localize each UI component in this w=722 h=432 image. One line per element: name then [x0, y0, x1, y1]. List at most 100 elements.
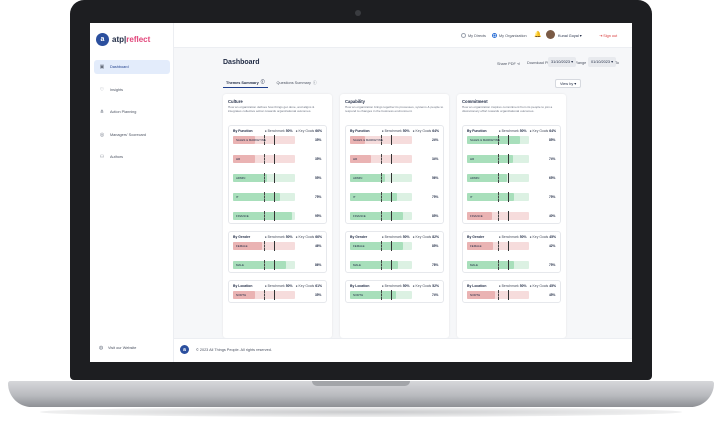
key-goal-marker [274, 260, 275, 270]
bar-value: 65% [549, 176, 556, 180]
breakdown-header: By Gender ● Benchmark 50% ● Key Goals 82% [350, 235, 439, 239]
tab-questions-summary[interactable]: Questions Summary ⓘ [274, 78, 320, 88]
benchmark-marker [264, 211, 265, 221]
bar-fill [233, 155, 255, 163]
score-value: 82% [432, 235, 439, 239]
score-bar-row[interactable]: MALE 78% [350, 260, 439, 270]
benchmark-label: Benchmark [384, 129, 402, 133]
bar-value: 75% [315, 195, 322, 199]
visit-website-link[interactable]: ◍ Visit our Website [98, 345, 137, 351]
benchmark-label: Benchmark [267, 235, 285, 239]
date-from-field[interactable]: 01/10/2023 ▾ [588, 57, 616, 67]
key-goals-legend: ● Key Goals [295, 235, 315, 239]
date-to-field[interactable]: 31/10/2023 ▾ [548, 57, 576, 67]
breakdown-header: By Location ● Benchmark 50% ● Key Goals 45% [467, 284, 556, 288]
theme-title: Culture [228, 99, 243, 104]
sign-out-label: Sign out [603, 34, 618, 38]
bar-label: ADMIN [236, 176, 246, 180]
score-bar-row[interactable]: MALE 86% [233, 260, 322, 270]
score-bar-row[interactable]: SALES & MARKETING 85% [467, 135, 556, 145]
key-goals-legend: ● Key Goals [412, 284, 432, 288]
user-menu[interactable]: Kunal Goyal ▾ [558, 33, 582, 38]
sidebar: a atp|reflect ▣ Dashboard ♡ Insights ⋔ A… [90, 23, 174, 362]
score-bar-row[interactable]: NORTH 74% [350, 290, 439, 300]
benchmark-marker [264, 241, 265, 251]
sign-out-link[interactable]: ⇥ Sign out [599, 33, 617, 38]
download-pdf-label: Download PDF [527, 61, 553, 65]
bell-icon[interactable]: 🔔 [534, 32, 542, 38]
benchmark-label: Benchmark [501, 129, 519, 133]
breakdown-block: By Location ● Benchmark 50% ● Key Goals 52% N… [345, 280, 444, 303]
score-bar-row[interactable]: IT 75% [233, 192, 322, 202]
key-goal-marker [391, 135, 392, 145]
score-bar-row[interactable]: FINANCE 85% [350, 211, 439, 221]
sidebar-item-label: Managers' Scorecard [110, 132, 146, 137]
tab-themes-summary[interactable]: Themes Summary ⓘ [223, 78, 268, 88]
breakdown-name: By Gender [350, 235, 368, 239]
breakdown-header: By Gender ● Benchmark 50% ● Key Goals 45% [467, 235, 556, 239]
breakdown-block: By Function ● Benchmark 50% ● Key Goals 64% S… [345, 125, 444, 224]
my-directs-radio[interactable]: My Directs [461, 33, 486, 38]
benchmark-marker [498, 135, 499, 145]
date-range-label: Date Range [566, 61, 587, 65]
score-value: 45% [549, 235, 556, 239]
score-bar-row[interactable]: FEMALE 42% [467, 241, 556, 251]
score-bar-row[interactable]: FEMALE 85% [350, 241, 439, 251]
score-bar-row[interactable]: NORTH 45% [467, 290, 556, 300]
benchmark-marker [498, 211, 499, 221]
benchmark-value: 50% [519, 284, 527, 288]
my-organization-radio[interactable]: My Organization [492, 33, 527, 38]
benchmark-marker [264, 290, 265, 300]
score-bar-row[interactable]: HR 34% [350, 154, 439, 164]
theme-description: How an organization defines how things g… [228, 105, 315, 113]
bar-label: HR [236, 157, 241, 161]
bar-value: 35% [315, 157, 322, 161]
bar-value: 35% [315, 293, 322, 297]
key-goals-label: Key Goals [532, 284, 549, 288]
bar-label: SALES & MARKETING [470, 138, 501, 142]
score-bar-row[interactable]: SALES & MARKETING 24% [350, 135, 439, 145]
benchmark-label: Benchmark [501, 284, 519, 288]
app-logo[interactable]: a atp|reflect [96, 33, 150, 46]
benchmark-label: Benchmark [501, 235, 519, 239]
scorecard-icon: ◎ [99, 131, 105, 138]
score-bar-row[interactable]: HR 74% [467, 154, 556, 164]
bar-value: 85% [432, 214, 439, 218]
score-bar-row[interactable]: MALE 75% [467, 260, 556, 270]
benchmark-legend: ● Benchmark [498, 129, 519, 133]
share-pdf-button[interactable]: Share PDF ⋖ [497, 61, 520, 66]
bar-fill [233, 136, 255, 144]
score-bar-row[interactable]: NORTH 35% [233, 290, 322, 300]
score-bar-row[interactable]: ADMIN 65% [467, 173, 556, 183]
breakdown-name: By Function [467, 129, 487, 133]
page-title: Dashboard [223, 59, 260, 66]
benchmark-legend: ● Benchmark [381, 284, 402, 288]
key-goals-legend: ● Key Goals [529, 129, 549, 133]
score-bar-row[interactable]: HR 35% [233, 154, 322, 164]
score-bar-row[interactable]: SALES & MARKETING 35% [233, 135, 322, 145]
avatar[interactable] [546, 30, 555, 39]
bar-fill [467, 136, 520, 144]
view-by-select[interactable]: View by ▾ [555, 79, 582, 88]
bar-value: 85% [432, 244, 439, 248]
sidebar-item-insights[interactable]: ♡ Insights [94, 83, 170, 97]
score-bar-row[interactable]: IT 75% [350, 192, 439, 202]
bar-label: SALES & MARKETING [353, 138, 384, 142]
bar-fill [350, 136, 365, 144]
sidebar-item-dashboard[interactable]: ▣ Dashboard [94, 60, 170, 74]
sidebar-item-authors[interactable]: ⚇ Authors [94, 150, 170, 164]
score-bar-row[interactable]: ADMIN 56% [350, 173, 439, 183]
score-bar-row[interactable]: FINANCE 40% [467, 211, 556, 221]
score-bar-row[interactable]: FEMALE 46% [233, 241, 322, 251]
score-bar-row[interactable]: IT 75% [467, 192, 556, 202]
key-goal-marker [391, 241, 392, 251]
sidebar-item-scorecard[interactable]: ◎ Managers' Scorecard [94, 128, 170, 142]
bar-fill [467, 155, 513, 163]
sidebar-item-action-planning[interactable]: ⋔ Action Planning [94, 105, 170, 119]
key-goal-marker [508, 290, 509, 300]
score-bar-row[interactable]: FINANCE 95% [233, 211, 322, 221]
score-value: 52% [432, 284, 439, 288]
score-bar-row[interactable]: ADMIN 55% [233, 173, 322, 183]
key-goal-marker [274, 241, 275, 251]
